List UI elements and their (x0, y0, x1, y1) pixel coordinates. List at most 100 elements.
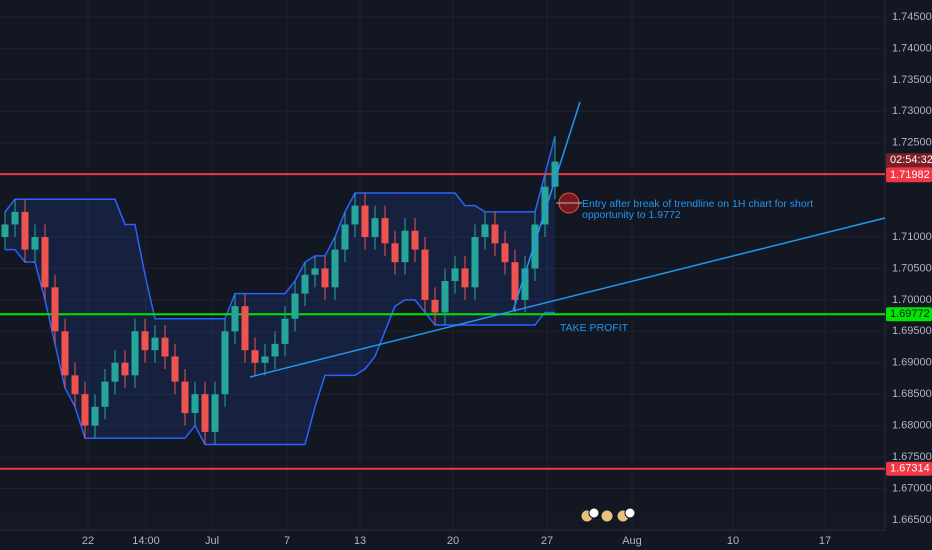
candle-body (381, 218, 389, 244)
event-icon (600, 509, 614, 523)
x-tick-label: Aug (622, 535, 642, 547)
y-tick-label: 1.73500 (892, 74, 932, 86)
candle-body (341, 224, 349, 250)
candle-body (131, 331, 139, 376)
trendline (249, 310, 514, 378)
x-tick-label: 7 (284, 535, 290, 547)
trendline (512, 101, 581, 312)
candle-body (191, 394, 199, 414)
price-tags: 1.74500 1.74000 1.73500 1.73000 1.72500 1.710… (82, 11, 932, 547)
channel-lower (5, 248, 555, 446)
y-tick-label: 1.73000 (892, 105, 932, 117)
candle-body (11, 211, 19, 225)
candle-body (311, 268, 319, 275)
x-tick-label: 17 (819, 535, 831, 547)
candle-body (161, 337, 169, 357)
candle-body (51, 287, 59, 332)
x-tick-label: 10 (727, 535, 739, 547)
x-tick-label: 27 (541, 535, 553, 547)
candle-body (281, 318, 289, 344)
candle-body (101, 381, 109, 407)
trendline (512, 217, 886, 312)
candle-body (21, 211, 29, 250)
candle-body (481, 224, 489, 238)
candle-body (451, 268, 459, 282)
y-tick-label: 1.66500 (892, 514, 932, 526)
price-tag (886, 168, 932, 183)
y-tick-label: 1.69500 (892, 325, 932, 337)
candle-body (151, 337, 159, 351)
channel-fill (5, 136, 555, 445)
plot (0, 0, 886, 530)
y-tick-label: 1.67500 (892, 451, 932, 463)
candle-body (421, 249, 429, 300)
price-axis-bg (885, 0, 932, 550)
candle-body (211, 394, 219, 432)
candle-body (331, 249, 339, 288)
y-tick-label: 1.67000 (892, 482, 932, 494)
candle-body (351, 205, 359, 225)
candle-body (541, 186, 549, 225)
candle-body (461, 268, 469, 288)
candle-body (531, 224, 539, 269)
event-icon (588, 507, 600, 519)
countdown-tag (886, 153, 932, 168)
candle-body (391, 243, 399, 263)
candle-body (551, 161, 559, 187)
x-tick-label: Jul (205, 535, 219, 547)
candle-body (181, 381, 189, 414)
candle-body (271, 343, 279, 357)
candle-body (141, 331, 149, 351)
price-tag-label: 1.67314 (890, 463, 930, 475)
candle-body (31, 237, 39, 250)
price-tag-label: 1.69772 (890, 308, 930, 320)
candle-body (231, 306, 239, 332)
candle-body (441, 281, 449, 313)
candle-body (61, 331, 69, 376)
x-tick-label: 14:00 (132, 535, 160, 547)
candle-body (291, 293, 299, 319)
take-profit-label: TAKE PROFIT (560, 322, 629, 334)
candle-body (91, 406, 99, 426)
channel-upper (4, 136, 556, 320)
candle-body (251, 350, 259, 363)
candle-body (171, 356, 179, 382)
candle-body (511, 262, 519, 300)
x-tick-label: 22 (82, 535, 94, 547)
price-tag-label: 1.71982 (890, 169, 930, 181)
candle-body (371, 218, 379, 238)
price-tag (886, 461, 932, 476)
annotation-line: Entry after break of trendline on 1H cha… (582, 198, 813, 210)
candle-body (471, 237, 479, 288)
y-tick-label: 1.71000 (892, 231, 932, 243)
y-tick-label: 1.74000 (892, 42, 932, 54)
candle-body (401, 230, 409, 263)
candle-body (321, 268, 329, 288)
y-tick-label: 1.74500 (892, 11, 932, 23)
candle-body (261, 356, 269, 363)
price-tag (886, 307, 932, 322)
annotation-line: opportunity to 1.9772 (582, 209, 681, 221)
candle-body (241, 306, 249, 351)
candle-body (411, 230, 419, 250)
candle-body (201, 394, 209, 432)
candle-body (121, 362, 129, 376)
x-tick-label: 13 (354, 535, 366, 547)
candle-body (301, 274, 309, 294)
y-tick-label: 1.70500 (892, 262, 932, 274)
candle-body (81, 394, 89, 426)
candle-body (111, 362, 119, 382)
candle-body (1, 224, 9, 238)
candle-body (431, 299, 439, 313)
candle-body (361, 205, 369, 238)
y-tick-label: 1.72500 (892, 137, 932, 149)
candle-body (71, 375, 79, 395)
y-tick-label: 1.70000 (892, 294, 932, 306)
y-tick-label: 1.69000 (892, 357, 932, 369)
candle-body (221, 331, 229, 395)
candle-body (521, 268, 529, 300)
y-tick-label: 1.68500 (892, 388, 932, 400)
candle-body (501, 243, 509, 263)
